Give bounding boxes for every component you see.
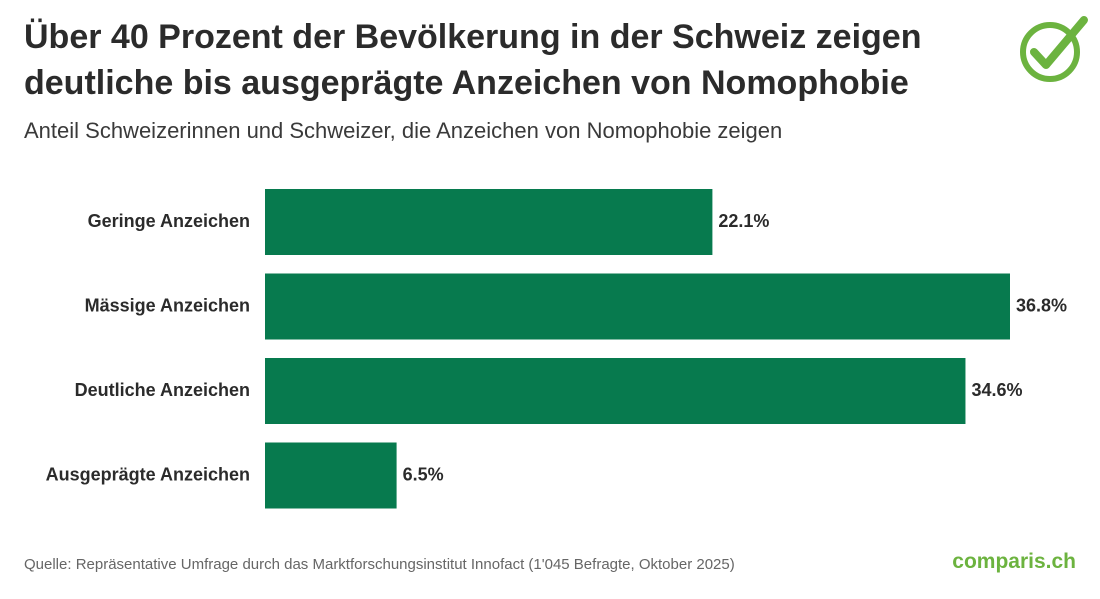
category-label: Geringe Anzeichen (88, 211, 250, 231)
value-label: 22.1% (718, 211, 769, 231)
check-icon (1020, 16, 1088, 82)
source-note: Quelle: Repräsentative Umfrage durch das… (24, 556, 735, 573)
value-label: 6.5% (403, 464, 444, 484)
category-label: Ausgeprägte Anzeichen (46, 464, 250, 484)
chart-subtitle: Anteil Schweizerinnen und Schweizer, die… (24, 118, 783, 143)
bar (265, 273, 1010, 340)
category-label: Deutliche Anzeichen (75, 380, 250, 400)
chart: Geringe Anzeichen 22.1% Mässige Anzeichen 3… (46, 189, 1067, 509)
chart-title: Über 40 Prozent der Bevölkerung in der S… (24, 18, 922, 102)
brand-logo: comparis.ch (952, 550, 1076, 573)
bar (265, 358, 966, 424)
category-label: Mässige Anzeichen (85, 295, 250, 315)
value-label: 36.8% (1016, 295, 1067, 315)
bar (265, 442, 397, 509)
value-label: 34.6% (971, 380, 1022, 400)
bar (265, 189, 713, 255)
